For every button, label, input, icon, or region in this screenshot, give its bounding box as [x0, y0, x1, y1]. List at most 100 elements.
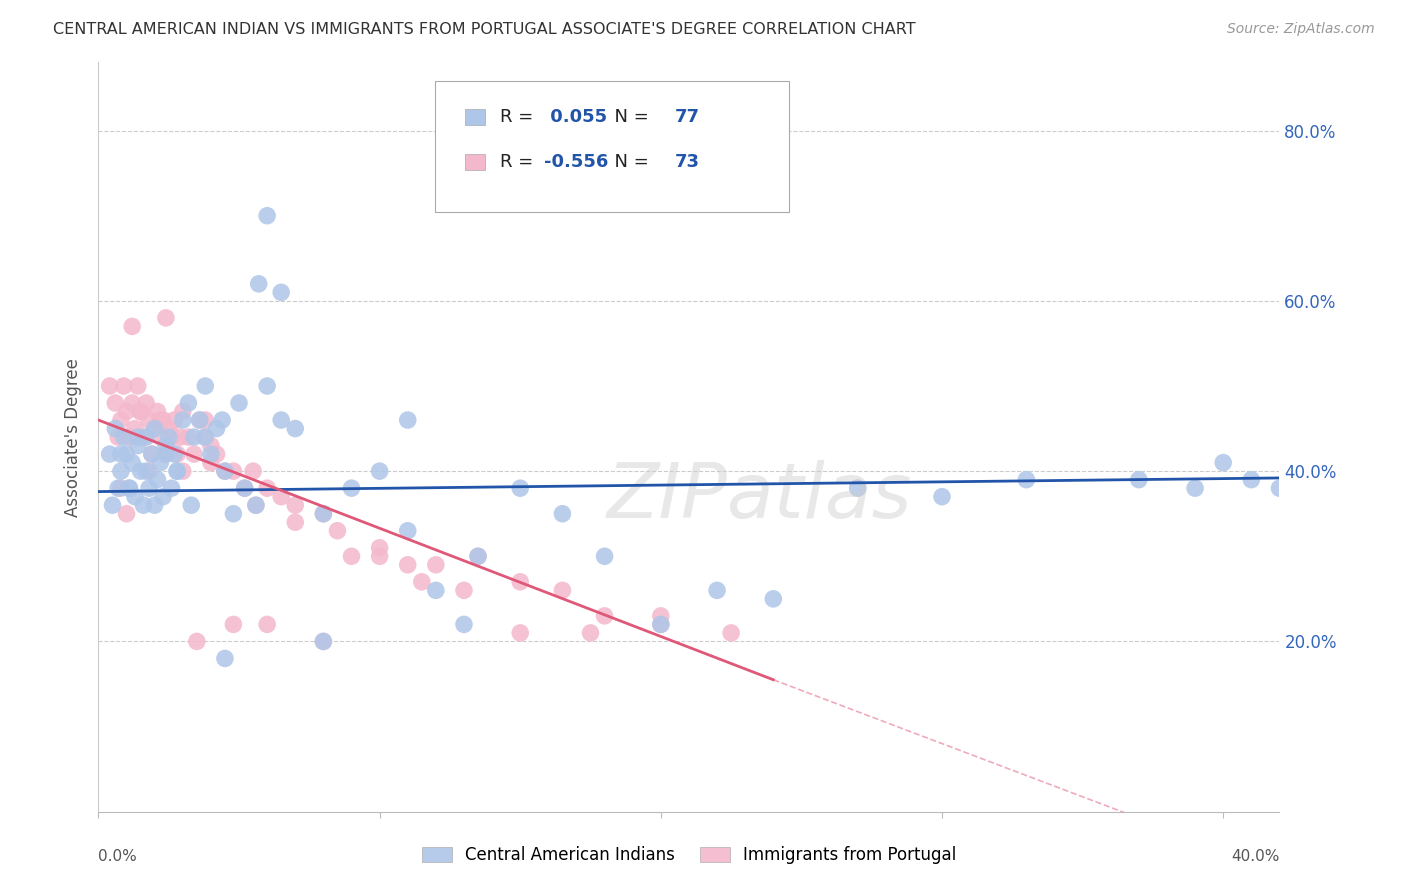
Text: 0.0%: 0.0%	[98, 849, 138, 864]
Point	[509, 481, 531, 495]
Point	[228, 396, 250, 410]
Point	[194, 430, 217, 444]
Point	[135, 396, 157, 410]
Point	[720, 626, 742, 640]
Text: N =: N =	[603, 108, 655, 126]
Point	[138, 481, 160, 495]
Legend: Central American Indians, Immigrants from Portugal: Central American Indians, Immigrants fro…	[415, 839, 963, 871]
Point	[98, 379, 121, 393]
Point	[509, 626, 531, 640]
Point	[579, 626, 602, 640]
FancyBboxPatch shape	[434, 81, 789, 212]
Point	[247, 277, 270, 291]
Point	[194, 413, 217, 427]
Point	[256, 481, 278, 495]
Point	[149, 456, 172, 470]
Point	[118, 430, 141, 444]
Point	[270, 413, 292, 427]
Point	[593, 549, 616, 564]
Point	[650, 608, 672, 623]
Text: 0.055: 0.055	[544, 108, 607, 126]
Point	[284, 421, 307, 435]
Point	[143, 421, 166, 435]
Point	[467, 549, 489, 564]
Point	[129, 404, 152, 418]
Point	[110, 413, 132, 427]
Point	[160, 481, 183, 495]
Point	[172, 464, 194, 478]
Text: N =: N =	[603, 153, 655, 171]
Point	[396, 524, 419, 538]
Point	[1015, 473, 1038, 487]
Y-axis label: Associate's Degree: Associate's Degree	[65, 358, 83, 516]
Point	[104, 421, 127, 435]
Point	[115, 404, 138, 418]
Point	[762, 591, 785, 606]
Point	[183, 430, 205, 444]
Point	[1240, 473, 1263, 487]
Text: Source: ZipAtlas.com: Source: ZipAtlas.com	[1227, 22, 1375, 37]
Point	[183, 447, 205, 461]
Point	[180, 498, 202, 512]
Point	[312, 507, 335, 521]
Point	[155, 447, 177, 461]
Point	[396, 413, 419, 427]
Text: 40.0%: 40.0%	[1232, 849, 1279, 864]
Point	[115, 507, 138, 521]
Point	[256, 617, 278, 632]
Point	[163, 447, 186, 461]
Point	[101, 498, 124, 512]
Point	[110, 464, 132, 478]
Point	[129, 464, 152, 478]
Point	[222, 617, 245, 632]
Point	[149, 413, 172, 427]
Point	[222, 507, 245, 521]
Text: 77: 77	[675, 108, 699, 126]
Point	[706, 583, 728, 598]
Point	[242, 464, 264, 478]
Point	[112, 379, 135, 393]
Point	[368, 541, 391, 555]
Point	[110, 481, 132, 495]
Point	[340, 481, 363, 495]
Point	[155, 310, 177, 325]
Point	[132, 430, 155, 444]
Point	[177, 396, 200, 410]
Text: CENTRAL AMERICAN INDIAN VS IMMIGRANTS FROM PORTUGAL ASSOCIATE'S DEGREE CORRELATI: CENTRAL AMERICAN INDIAN VS IMMIGRANTS FR…	[53, 22, 917, 37]
Point	[98, 447, 121, 461]
Point	[326, 524, 349, 538]
Point	[163, 413, 186, 427]
Point	[141, 447, 163, 461]
Point	[152, 490, 174, 504]
Point	[1212, 456, 1234, 470]
Point	[132, 498, 155, 512]
Point	[118, 481, 141, 495]
Text: ZIPatlas: ZIPatlas	[607, 460, 912, 534]
Point	[121, 396, 143, 410]
Point	[340, 549, 363, 564]
Point	[205, 421, 228, 435]
Point	[172, 413, 194, 427]
FancyBboxPatch shape	[464, 153, 485, 170]
Point	[368, 464, 391, 478]
Point	[121, 456, 143, 470]
Point	[312, 634, 335, 648]
Point	[115, 447, 138, 461]
Point	[127, 379, 149, 393]
Point	[284, 515, 307, 529]
Point	[284, 498, 307, 512]
Point	[124, 490, 146, 504]
Point	[453, 617, 475, 632]
Point	[146, 473, 169, 487]
Point	[138, 464, 160, 478]
Point	[650, 617, 672, 632]
Point	[205, 447, 228, 461]
Text: -0.556: -0.556	[544, 153, 609, 171]
Point	[214, 464, 236, 478]
Point	[135, 464, 157, 478]
Point	[233, 481, 256, 495]
Point	[177, 430, 200, 444]
Point	[186, 634, 208, 648]
Point	[256, 209, 278, 223]
Point	[467, 549, 489, 564]
